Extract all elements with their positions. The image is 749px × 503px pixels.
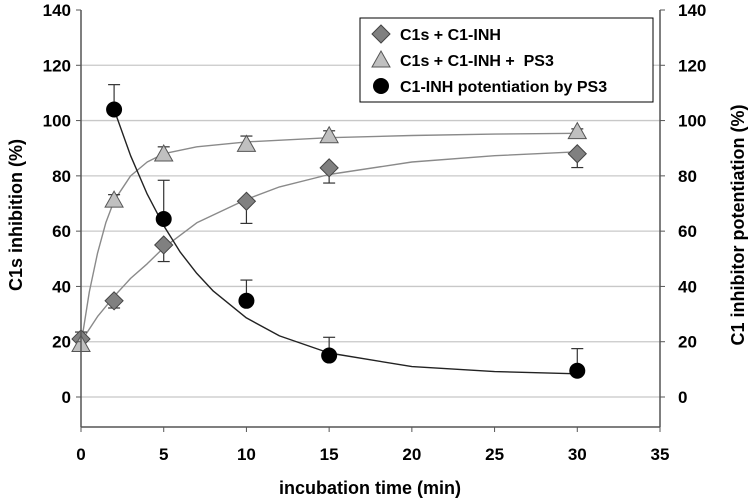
tick-labels: 0 5 10 15 20 25 30 35 0 0 20 20 40 40 60 60 80 80 100 100 12… [43,1,707,464]
y-tick-label-left: 60 [52,222,71,241]
gridlines [81,64,660,398]
y-tick-label-left: 0 [62,388,71,407]
legend-marker-diamond [371,24,391,44]
diamond-series-point [236,191,257,211]
circle-series-curve [113,109,578,375]
circle-series-point [155,210,172,227]
legend-label: C1s + C1-INH [400,27,501,44]
legend-box [359,17,654,103]
triangle-series-point [153,143,174,162]
circle-series-point [569,362,586,379]
x-tick-label: 20 [402,445,421,464]
circle-series-point [106,101,123,118]
legend-label: C1-INH potentiation by PS3 [400,79,607,96]
x-tick-label: 25 [485,445,504,464]
y-tick-label-right: 100 [678,112,706,131]
y-tick-label-left: 20 [52,333,71,352]
x-tick-label: 5 [159,445,168,464]
triangle-series-point [236,134,257,152]
y-tick-label-left: 140 [43,1,71,20]
legend-label: C1s + C1-INH + PS3 [400,53,554,70]
triangle-series-curve [80,132,578,345]
diamond-series-point [567,144,587,164]
y-tick-label-left: 80 [52,167,71,186]
axes [76,9,665,432]
y-tick-label-right: 20 [678,333,697,352]
circle-series-point [238,292,255,309]
y-tick-label-right: 140 [678,1,706,20]
legend-marker-circle [373,78,389,94]
y-tick-label-left: 40 [52,277,71,296]
triangle-series-point [567,121,588,140]
y-tick-label-left: 100 [43,112,71,131]
x-axis-label: incubation time (min) [279,478,461,498]
legend-marker-triangle [371,49,391,68]
diamond-series-point [154,235,174,255]
fit-curves [80,109,578,375]
triangle-series-point [319,125,339,144]
x-tick-label: 35 [651,445,670,464]
x-tick-label: 10 [237,445,256,464]
diamond-series-point [104,291,124,311]
x-tick-label: 15 [320,445,339,464]
y-axis-label-right: C1 inhibitor potentiation (%) [728,105,748,346]
triangle-series-point [104,190,124,208]
y-axis-label-left: C1s inhibition (%) [6,139,26,291]
y-tick-label-right: 40 [678,277,697,296]
y-tick-label-right: 120 [678,56,706,75]
y-tick-label-left: 120 [43,56,71,75]
x-tick-label: 0 [76,445,85,464]
y-tick-label-right: 0 [678,388,687,407]
x-tick-label: 30 [568,445,587,464]
y-tick-label-right: 80 [678,167,697,186]
diamond-series-point [319,158,339,178]
circle-series-point [321,347,338,364]
y-tick-label-right: 60 [678,222,697,241]
legend: C1s + C1-INH C1s + C1-INH + PS3 C1-INH pot… [359,17,654,103]
